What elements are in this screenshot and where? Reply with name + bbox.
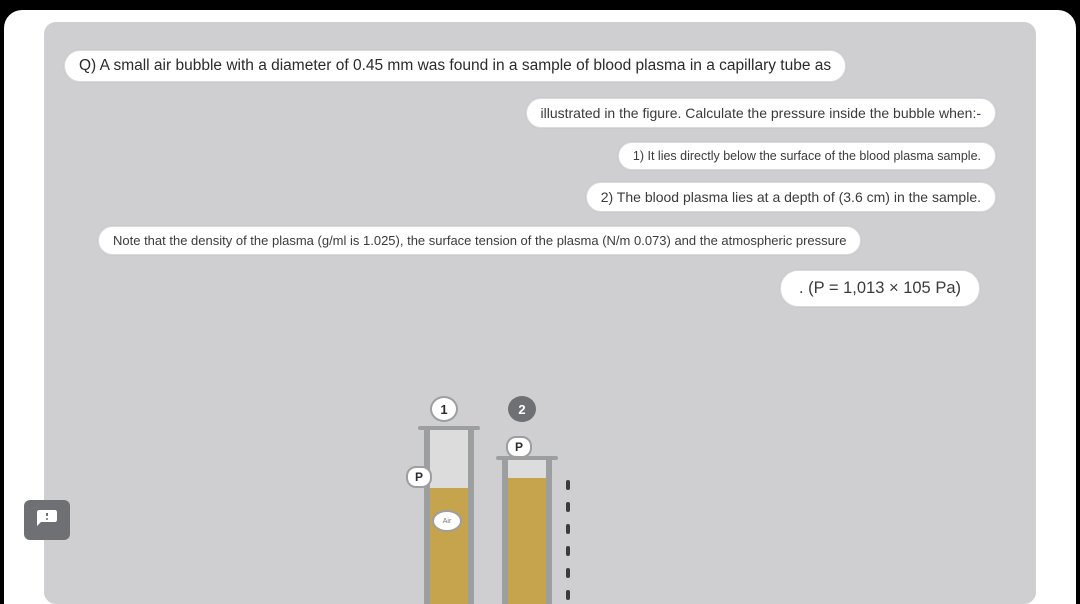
question-pressure-value: . (P = 1,013 × 105 Pa) <box>780 270 980 307</box>
content-card: Q) A small air bubble with a diameter of… <box>44 22 1036 604</box>
capillary-diagram: 1 2 P P Air h <box>384 384 644 604</box>
dash <box>566 524 570 534</box>
question-note: Note that the density of the plasma (g/m… <box>98 226 861 255</box>
diagram-label-p-left: P <box>406 466 432 488</box>
diagram-label-p-right: P <box>506 436 532 458</box>
scrollbar-rail[interactable] <box>1066 10 1074 604</box>
feedback-button[interactable] <box>24 500 70 540</box>
dash <box>566 590 570 600</box>
tube-2-liquid <box>508 478 546 604</box>
diagram-depth-dashes <box>566 480 570 600</box>
diagram-label-1: 1 <box>430 396 458 422</box>
question-subtitle: illustrated in the figure. Calculate the… <box>526 98 996 128</box>
question-option-1: 1) It lies directly below the surface of… <box>618 142 996 170</box>
tube-1-liquid <box>430 488 468 604</box>
dash <box>566 480 570 490</box>
page-container: Q) A small air bubble with a diameter of… <box>4 10 1076 604</box>
question-main: Q) A small air bubble with a diameter of… <box>64 50 846 82</box>
diagram-air-bubble: Air <box>432 510 462 532</box>
dash <box>566 568 570 578</box>
diagram-label-2: 2 <box>508 396 536 422</box>
tube-2 <box>502 460 552 604</box>
question-option-2: 2) The blood plasma lies at a depth of (… <box>586 182 996 212</box>
dash <box>566 546 570 556</box>
chat-alert-icon <box>35 508 59 532</box>
window-topbar <box>0 0 1080 10</box>
dash <box>566 502 570 512</box>
